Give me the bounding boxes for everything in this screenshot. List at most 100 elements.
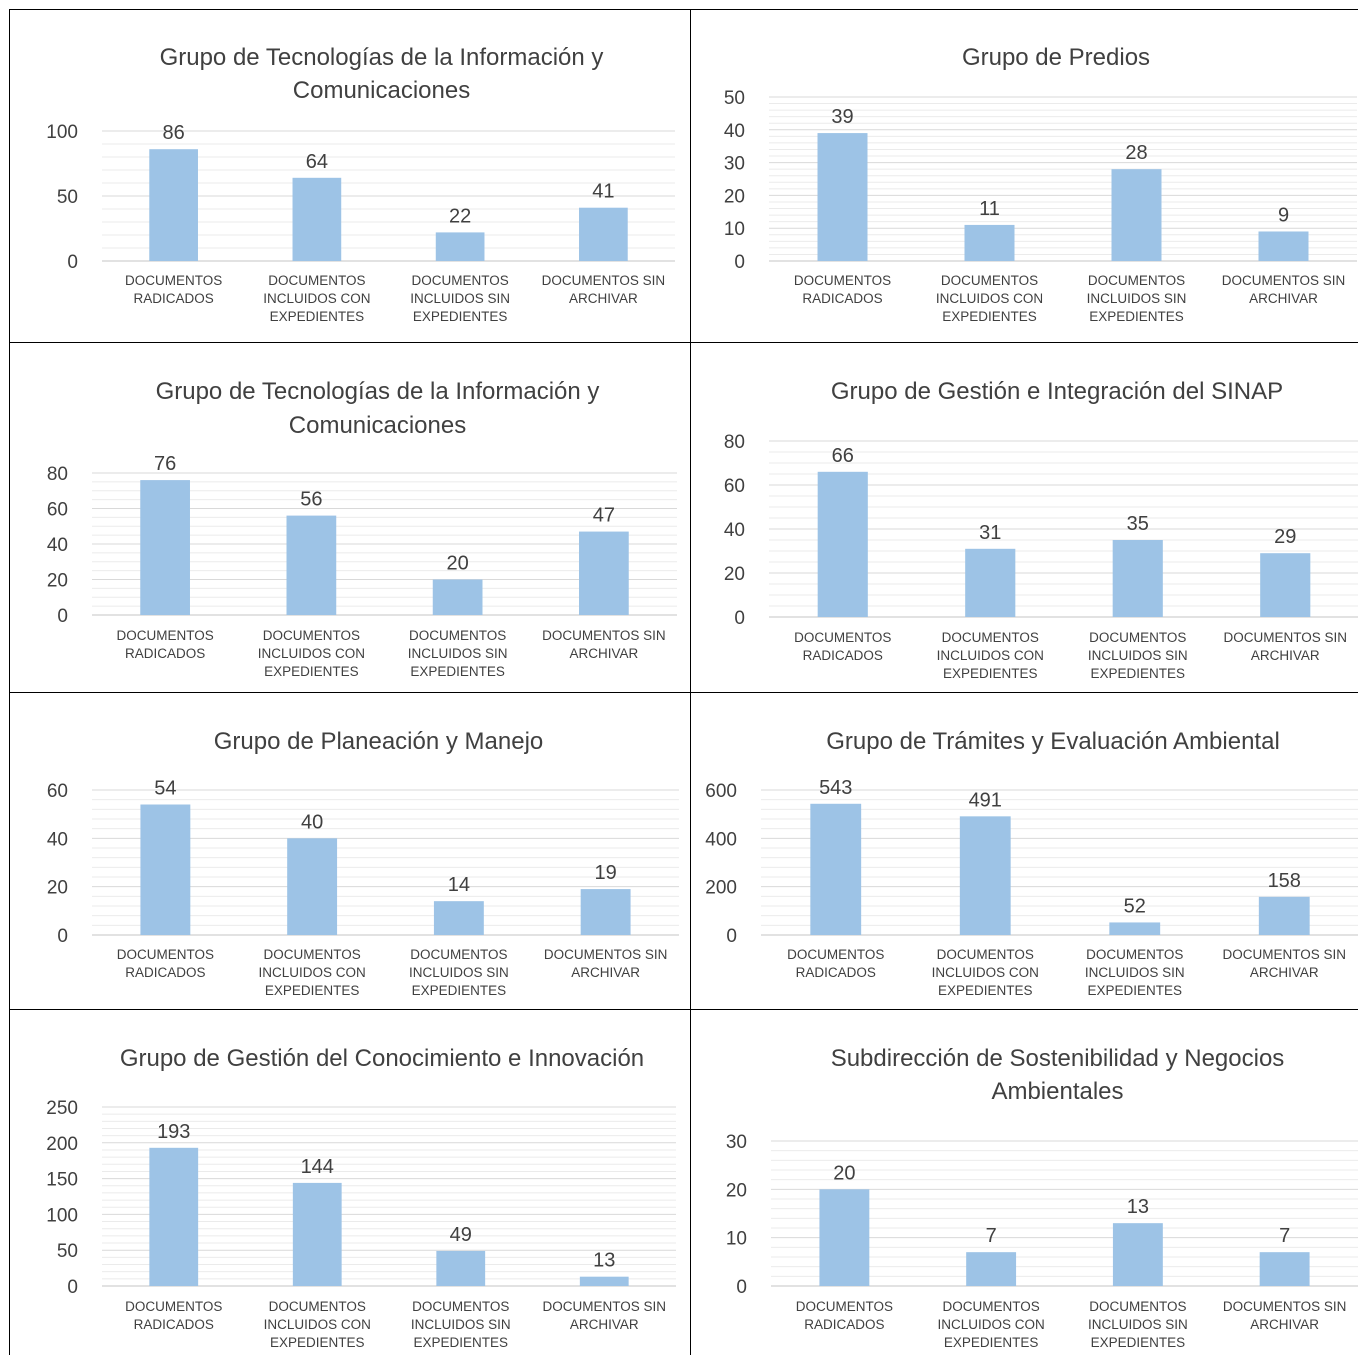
bar: [579, 1276, 629, 1286]
x-category-label: EXPEDIENTES: [1091, 1335, 1186, 1350]
data-label: 7: [1279, 1225, 1290, 1247]
x-category-label: DOCUMENTOS: [1089, 1299, 1186, 1314]
y-tick-label: 0: [67, 252, 78, 273]
x-category-label: DOCUMENTOS: [269, 1299, 366, 1314]
data-label: 13: [593, 1250, 615, 1272]
bar: [149, 149, 198, 261]
bar: [286, 515, 337, 615]
data-label: 20: [447, 553, 469, 575]
x-category-label: EXPEDIENTES: [270, 1335, 365, 1350]
bar-chart: Grupo de Trámites y Evaluación Ambiental…: [705, 728, 1358, 998]
bar: [292, 1182, 342, 1286]
chart-title: Ambientales: [991, 1078, 1123, 1105]
bar-chart: Subdirección de Sostenibilidad y Negocio…: [726, 1045, 1358, 1350]
data-label: 52: [1124, 895, 1146, 917]
y-tick-label: 80: [724, 432, 745, 453]
x-category-label: RADICADOS: [796, 965, 876, 980]
data-label: 31: [979, 522, 1001, 544]
bar: [579, 531, 629, 615]
bar: [964, 224, 1015, 261]
x-category-label: EXPEDIENTES: [943, 666, 1038, 681]
y-tick-label: 0: [726, 926, 737, 947]
bar: [810, 803, 862, 935]
bar: [292, 177, 342, 261]
bar: [579, 207, 628, 261]
data-label: 11: [979, 198, 1000, 220]
y-tick-label: 200: [705, 878, 737, 899]
data-label: 28: [1125, 142, 1147, 164]
x-category-label: DOCUMENTOS: [411, 273, 508, 288]
bar: [1109, 922, 1161, 935]
bar: [1259, 1252, 1310, 1286]
bar: [817, 133, 868, 261]
y-tick-label: 40: [47, 535, 68, 556]
x-category-label: RADICADOS: [804, 1317, 884, 1332]
x-category-label: DOCUMENTOS: [263, 628, 360, 643]
chart-panel: Grupo de Predios 0 10 20 30 40 50 39 DOCUMENTOS R…: [690, 9, 1358, 342]
x-category-label: INCLUIDOS SIN: [1088, 648, 1188, 663]
bar-chart: Grupo de Gestión del Conocimiento e Inno…: [46, 1045, 676, 1350]
x-category-label: DOCUMENTOS SIN: [542, 628, 666, 643]
x-category-label: DOCUMENTOS: [410, 947, 507, 962]
y-tick-label: 60: [47, 500, 68, 521]
x-category-label: RADICADOS: [125, 965, 205, 980]
y-tick-label: 30: [724, 154, 745, 175]
chart-panel: Grupo de Planeación y Manejo 0 20 40 60 54 DOC…: [9, 692, 690, 1009]
chart-title: Grupo de Tecnologías de la Información y: [160, 44, 604, 71]
chart-title: Subdirección de Sostenibilidad y Negocio…: [831, 1045, 1285, 1072]
y-tick-label: 20: [724, 186, 745, 207]
x-category-label: EXPEDIENTES: [270, 309, 365, 324]
x-category-label: INCLUIDOS SIN: [411, 1317, 511, 1332]
x-category-label: DOCUMENTOS SIN: [1222, 273, 1346, 288]
bar-chart: Grupo de Predios 0 10 20 30 40 50 39 DOCUMENTOS R…: [724, 44, 1357, 324]
bar: [966, 1252, 1017, 1286]
y-tick-label: 10: [724, 219, 745, 240]
data-label: 64: [306, 151, 328, 173]
data-label: 76: [154, 453, 176, 475]
x-category-label: DOCUMENTOS: [794, 273, 891, 288]
x-category-label: DOCUMENTOS: [1089, 630, 1186, 645]
x-category-label: DOCUMENTOS: [412, 1299, 509, 1314]
y-tick-label: 200: [46, 1134, 78, 1155]
x-category-label: DOCUMENTOS: [1086, 947, 1183, 962]
data-label: 144: [301, 1156, 334, 1178]
x-category-label: DOCUMENTOS: [117, 947, 214, 962]
x-category-label: EXPEDIENTES: [1089, 309, 1184, 324]
bar-chart: Grupo de Tecnologías de la Información y…: [46, 44, 675, 324]
x-category-label: DOCUMENTOS: [1088, 273, 1185, 288]
y-tick-label: 0: [57, 926, 68, 947]
x-category-label: INCLUIDOS CON: [936, 291, 1043, 306]
y-tick-label: 40: [724, 121, 745, 142]
x-category-label: EXPEDIENTES: [413, 1335, 508, 1350]
x-category-label: EXPEDIENTES: [413, 309, 508, 324]
x-category-label: DOCUMENTOS: [942, 1299, 1039, 1314]
data-label: 40: [301, 811, 323, 833]
bar: [433, 901, 484, 935]
bar-chart: Grupo de Gestión e Integración del SINAP…: [724, 378, 1358, 681]
bar: [1112, 1223, 1163, 1286]
bar: [817, 471, 868, 617]
bar: [1111, 169, 1162, 261]
data-label: 7: [986, 1225, 997, 1247]
x-category-label: EXPEDIENTES: [942, 309, 1037, 324]
data-label: 22: [449, 205, 471, 227]
x-category-label: ARCHIVAR: [569, 291, 638, 306]
y-tick-label: 250: [46, 1098, 78, 1119]
x-category-label: DOCUMENTOS SIN: [542, 1299, 666, 1314]
x-category-label: ARCHIVAR: [1250, 1317, 1319, 1332]
chart-title: Grupo de Gestión del Conocimiento e Inno…: [120, 1045, 644, 1072]
data-label: 35: [1127, 513, 1149, 535]
bar-chart: Grupo de Tecnologías de la Información y…: [47, 378, 677, 679]
x-category-label: RADICADOS: [802, 291, 882, 306]
x-category-label: ARCHIVAR: [571, 965, 640, 980]
x-category-label: DOCUMENTOS: [794, 630, 891, 645]
bar: [1258, 231, 1309, 261]
data-label: 543: [819, 777, 852, 799]
bar: [149, 1147, 199, 1286]
y-tick-label: 0: [57, 606, 68, 627]
y-tick-label: 40: [47, 829, 68, 850]
x-category-label: ARCHIVAR: [1249, 291, 1318, 306]
x-category-label: DOCUMENTOS: [263, 947, 360, 962]
x-category-label: INCLUIDOS CON: [932, 965, 1039, 980]
data-label: 20: [833, 1162, 855, 1184]
